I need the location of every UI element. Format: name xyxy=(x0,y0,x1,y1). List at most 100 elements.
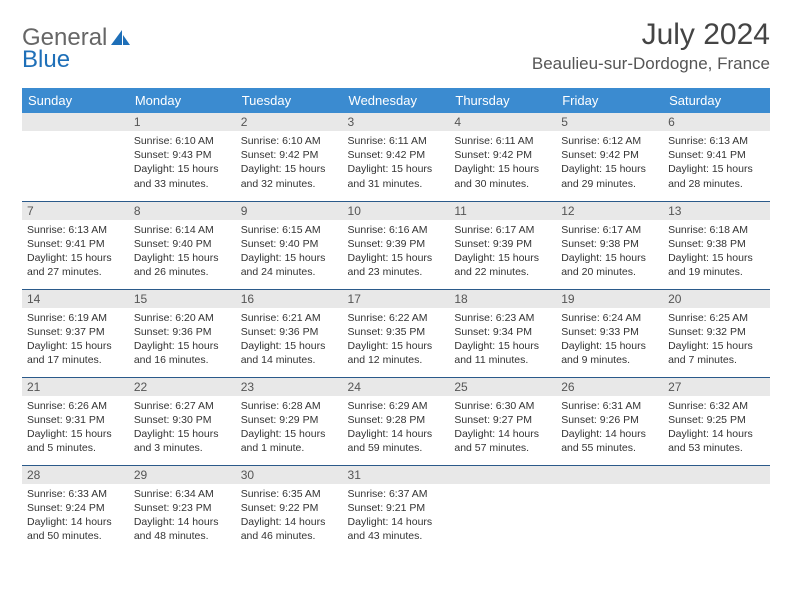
daylight-line: Daylight: 15 hours and 20 minutes. xyxy=(561,251,658,279)
day-details: Sunrise: 6:31 AMSunset: 9:26 PMDaylight:… xyxy=(556,396,663,460)
day-details: Sunrise: 6:17 AMSunset: 9:38 PMDaylight:… xyxy=(556,220,663,284)
sunset-line: Sunset: 9:26 PM xyxy=(561,413,658,427)
day-number: 30 xyxy=(236,466,343,484)
day-number: 13 xyxy=(663,202,770,220)
sunset-line: Sunset: 9:22 PM xyxy=(241,501,338,515)
day-details: Sunrise: 6:33 AMSunset: 9:24 PMDaylight:… xyxy=(22,484,129,548)
calendar-cell: 25Sunrise: 6:30 AMSunset: 9:27 PMDayligh… xyxy=(449,377,556,465)
day-number: 16 xyxy=(236,290,343,308)
day-number: 22 xyxy=(129,378,236,396)
sunrise-line: Sunrise: 6:18 AM xyxy=(668,223,765,237)
day-number: 4 xyxy=(449,113,556,131)
calendar-cell: 16Sunrise: 6:21 AMSunset: 9:36 PMDayligh… xyxy=(236,289,343,377)
calendar-row: 1Sunrise: 6:10 AMSunset: 9:43 PMDaylight… xyxy=(22,113,770,201)
logo-sail-icon xyxy=(110,26,132,54)
sunset-line: Sunset: 9:37 PM xyxy=(27,325,124,339)
day-number: 1 xyxy=(129,113,236,131)
weekday-header: Tuesday xyxy=(236,88,343,113)
day-number: 23 xyxy=(236,378,343,396)
sunrise-line: Sunrise: 6:30 AM xyxy=(454,399,551,413)
empty-daynum xyxy=(556,466,663,484)
daylight-line: Daylight: 15 hours and 30 minutes. xyxy=(454,162,551,190)
day-details: Sunrise: 6:30 AMSunset: 9:27 PMDaylight:… xyxy=(449,396,556,460)
sunrise-line: Sunrise: 6:19 AM xyxy=(27,311,124,325)
calendar-cell: 12Sunrise: 6:17 AMSunset: 9:38 PMDayligh… xyxy=(556,201,663,289)
day-details: Sunrise: 6:29 AMSunset: 9:28 PMDaylight:… xyxy=(343,396,450,460)
sunset-line: Sunset: 9:41 PM xyxy=(668,148,765,162)
calendar-cell xyxy=(663,465,770,553)
day-number: 11 xyxy=(449,202,556,220)
day-details: Sunrise: 6:13 AMSunset: 9:41 PMDaylight:… xyxy=(22,220,129,284)
sunset-line: Sunset: 9:41 PM xyxy=(27,237,124,251)
day-details: Sunrise: 6:12 AMSunset: 9:42 PMDaylight:… xyxy=(556,131,663,195)
day-details: Sunrise: 6:23 AMSunset: 9:34 PMDaylight:… xyxy=(449,308,556,372)
day-details: Sunrise: 6:24 AMSunset: 9:33 PMDaylight:… xyxy=(556,308,663,372)
calendar-cell: 9Sunrise: 6:15 AMSunset: 9:40 PMDaylight… xyxy=(236,201,343,289)
sunset-line: Sunset: 9:23 PM xyxy=(134,501,231,515)
day-number: 31 xyxy=(343,466,450,484)
day-details: Sunrise: 6:18 AMSunset: 9:38 PMDaylight:… xyxy=(663,220,770,284)
location: Beaulieu-sur-Dordogne, France xyxy=(532,54,770,74)
day-number: 21 xyxy=(22,378,129,396)
daylight-line: Daylight: 14 hours and 46 minutes. xyxy=(241,515,338,543)
sunset-line: Sunset: 9:36 PM xyxy=(241,325,338,339)
day-number: 20 xyxy=(663,290,770,308)
day-number: 28 xyxy=(22,466,129,484)
day-details: Sunrise: 6:25 AMSunset: 9:32 PMDaylight:… xyxy=(663,308,770,372)
calendar-cell: 29Sunrise: 6:34 AMSunset: 9:23 PMDayligh… xyxy=(129,465,236,553)
day-details: Sunrise: 6:22 AMSunset: 9:35 PMDaylight:… xyxy=(343,308,450,372)
calendar-cell: 27Sunrise: 6:32 AMSunset: 9:25 PMDayligh… xyxy=(663,377,770,465)
calendar-table: SundayMondayTuesdayWednesdayThursdayFrid… xyxy=(22,88,770,553)
sunrise-line: Sunrise: 6:29 AM xyxy=(348,399,445,413)
sunset-line: Sunset: 9:42 PM xyxy=(348,148,445,162)
calendar-row: 7Sunrise: 6:13 AMSunset: 9:41 PMDaylight… xyxy=(22,201,770,289)
daylight-line: Daylight: 14 hours and 53 minutes. xyxy=(668,427,765,455)
sunset-line: Sunset: 9:42 PM xyxy=(241,148,338,162)
calendar-cell: 3Sunrise: 6:11 AMSunset: 9:42 PMDaylight… xyxy=(343,113,450,201)
weekday-header: Sunday xyxy=(22,88,129,113)
daylight-line: Daylight: 14 hours and 50 minutes. xyxy=(27,515,124,543)
month-title: July 2024 xyxy=(532,18,770,52)
day-number: 3 xyxy=(343,113,450,131)
sunrise-line: Sunrise: 6:11 AM xyxy=(454,134,551,148)
day-details: Sunrise: 6:28 AMSunset: 9:29 PMDaylight:… xyxy=(236,396,343,460)
calendar-cell xyxy=(449,465,556,553)
sunset-line: Sunset: 9:21 PM xyxy=(348,501,445,515)
sunset-line: Sunset: 9:33 PM xyxy=(561,325,658,339)
sunrise-line: Sunrise: 6:27 AM xyxy=(134,399,231,413)
day-details: Sunrise: 6:10 AMSunset: 9:42 PMDaylight:… xyxy=(236,131,343,195)
empty-daynum xyxy=(663,466,770,484)
calendar-cell: 4Sunrise: 6:11 AMSunset: 9:42 PMDaylight… xyxy=(449,113,556,201)
calendar-cell: 21Sunrise: 6:26 AMSunset: 9:31 PMDayligh… xyxy=(22,377,129,465)
calendar-row: 14Sunrise: 6:19 AMSunset: 9:37 PMDayligh… xyxy=(22,289,770,377)
day-number: 18 xyxy=(449,290,556,308)
daylight-line: Daylight: 15 hours and 19 minutes. xyxy=(668,251,765,279)
calendar-header-row: SundayMondayTuesdayWednesdayThursdayFrid… xyxy=(22,88,770,113)
sunrise-line: Sunrise: 6:25 AM xyxy=(668,311,765,325)
sunset-line: Sunset: 9:25 PM xyxy=(668,413,765,427)
sunrise-line: Sunrise: 6:32 AM xyxy=(668,399,765,413)
day-number: 24 xyxy=(343,378,450,396)
calendar-cell xyxy=(556,465,663,553)
sunset-line: Sunset: 9:28 PM xyxy=(348,413,445,427)
sunrise-line: Sunrise: 6:17 AM xyxy=(561,223,658,237)
daylight-line: Daylight: 15 hours and 9 minutes. xyxy=(561,339,658,367)
day-details: Sunrise: 6:10 AMSunset: 9:43 PMDaylight:… xyxy=(129,131,236,195)
daylight-line: Daylight: 14 hours and 59 minutes. xyxy=(348,427,445,455)
sunrise-line: Sunrise: 6:11 AM xyxy=(348,134,445,148)
calendar-cell: 24Sunrise: 6:29 AMSunset: 9:28 PMDayligh… xyxy=(343,377,450,465)
calendar-cell xyxy=(22,113,129,201)
sunset-line: Sunset: 9:40 PM xyxy=(241,237,338,251)
calendar-cell: 28Sunrise: 6:33 AMSunset: 9:24 PMDayligh… xyxy=(22,465,129,553)
sunset-line: Sunset: 9:34 PM xyxy=(454,325,551,339)
sunset-line: Sunset: 9:38 PM xyxy=(561,237,658,251)
day-number: 29 xyxy=(129,466,236,484)
calendar-row: 21Sunrise: 6:26 AMSunset: 9:31 PMDayligh… xyxy=(22,377,770,465)
sunrise-line: Sunrise: 6:28 AM xyxy=(241,399,338,413)
weekday-header: Monday xyxy=(129,88,236,113)
sunrise-line: Sunrise: 6:10 AM xyxy=(134,134,231,148)
day-details: Sunrise: 6:27 AMSunset: 9:30 PMDaylight:… xyxy=(129,396,236,460)
sunset-line: Sunset: 9:24 PM xyxy=(27,501,124,515)
daylight-line: Daylight: 15 hours and 3 minutes. xyxy=(134,427,231,455)
day-number: 6 xyxy=(663,113,770,131)
